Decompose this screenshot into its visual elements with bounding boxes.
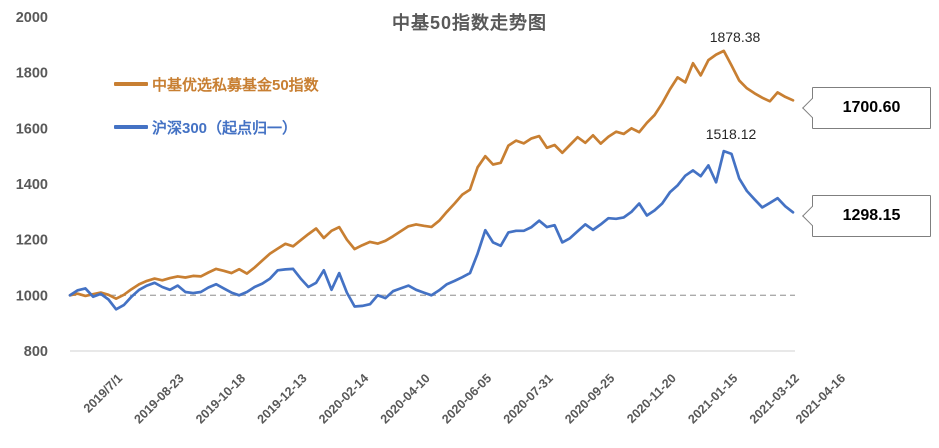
svg-text:800: 800 [24, 344, 48, 360]
fund50-line-swatch [114, 82, 148, 86]
svg-text:1000: 1000 [16, 288, 48, 304]
legend-item-fund50: 中基优选私募基金50指数 [114, 75, 319, 94]
svg-text:1800: 1800 [16, 66, 48, 82]
csi300-line-swatch [114, 125, 148, 129]
svg-text:2020-06-05: 2020-06-05 [439, 371, 494, 426]
legend-label-fund50: 中基优选私募基金50指数 [152, 76, 319, 94]
svg-text:1400: 1400 [16, 177, 48, 193]
svg-text:2021-01-15: 2021-01-15 [685, 371, 740, 426]
svg-text:2019-12-13: 2019-12-13 [255, 371, 310, 426]
svg-text:2020-11-20: 2020-11-20 [624, 371, 679, 426]
svg-text:1600: 1600 [16, 121, 48, 137]
svg-text:2021-04-16: 2021-04-16 [793, 371, 848, 426]
svg-text:2020-07-31: 2020-07-31 [501, 371, 556, 426]
csi300-peak-value: 1518.12 [705, 126, 757, 142]
fund50-latest-value-callout: 1700.60 [802, 87, 931, 129]
svg-text:2000: 2000 [16, 10, 48, 26]
svg-text:2020-02-14: 2020-02-14 [316, 371, 371, 426]
csi300-latest-value-callout: 1298.15 [802, 195, 931, 237]
svg-text:2019-10-18: 2019-10-18 [193, 371, 248, 426]
fund50-latest-value: 1700.60 [842, 99, 901, 116]
legend-item-csi300: 沪深300（起点归一） [114, 118, 298, 137]
legend-label-csi300: 沪深300（起点归一） [152, 119, 298, 137]
fund50-peak-value: 1878.38 [709, 29, 761, 45]
svg-text:2020-09-25: 2020-09-25 [562, 371, 617, 426]
chart-title: 中基50指数走势图 [391, 13, 548, 33]
svg-text:2020-04-10: 2020-04-10 [378, 371, 433, 426]
svg-text:2019-08-23: 2019-08-23 [132, 371, 187, 426]
svg-text:2019/7/1: 2019/7/1 [81, 371, 125, 415]
svg-text:1200: 1200 [16, 233, 48, 249]
csi300-latest-value: 1298.15 [842, 207, 901, 224]
